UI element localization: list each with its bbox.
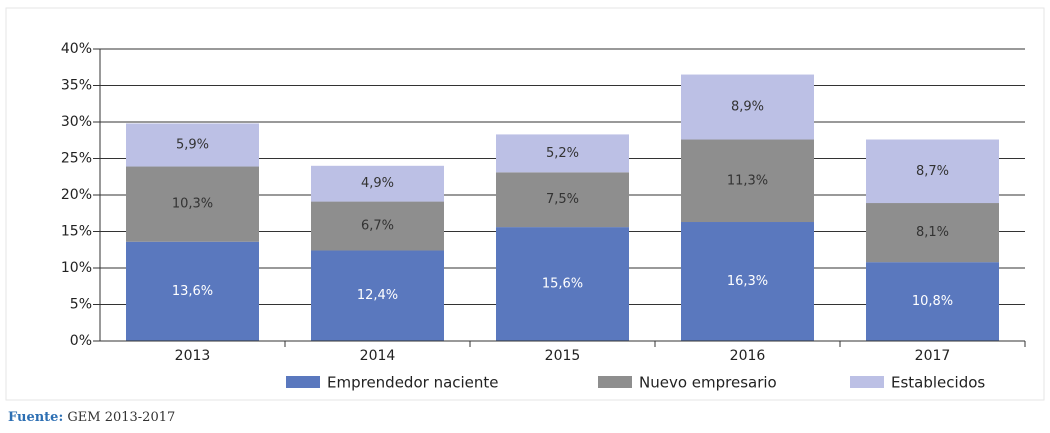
y-tick-label: 20% [61,187,92,203]
data-label: 4,9% [361,176,394,191]
bar-segment [311,250,444,341]
x-tick-label: 2014 [360,348,396,364]
source-label: Fuente: [8,410,63,425]
bar-segment [126,166,259,242]
y-tick-label: 35% [61,78,92,94]
y-tick-label: 30% [61,114,92,130]
bar-segment [681,139,814,223]
chart-frame [5,7,1045,401]
bar-segment [311,201,444,251]
data-label: 5,2% [546,146,579,161]
bar-segment [681,74,814,140]
x-tick-label: 2016 [730,348,766,364]
data-label: 12,4% [357,288,398,303]
legend-label: Nuevo empresario [639,374,777,392]
data-label: 15,6% [542,277,583,292]
source: Fuente: GEM 2013-2017 [8,410,175,425]
x-tick-label: 2015 [545,348,581,364]
legend-swatch [850,376,884,388]
data-label: 16,3% [727,274,768,289]
y-tick-label: 5% [70,297,92,313]
bar-segment [496,134,629,173]
data-label: 10,3% [172,197,213,212]
data-label: 5,9% [176,137,209,152]
bar-segment [126,123,259,167]
data-label: 13,6% [172,284,213,299]
x-tick-label: 2017 [915,348,951,364]
data-label: 8,7% [916,164,949,179]
legend-swatch [286,376,320,388]
legend-label: Establecidos [891,374,985,392]
data-label: 6,7% [361,219,394,234]
data-label: 11,3% [727,173,768,188]
source-text: GEM 2013-2017 [67,410,175,425]
y-tick-label: 40% [61,41,92,57]
y-tick-label: 15% [61,224,92,240]
x-tick-label: 2013 [175,348,211,364]
bar-segment [496,172,629,228]
legend-swatch [598,376,632,388]
bar-segment [866,262,999,341]
y-tick-label: 25% [61,151,92,167]
legend-label: Emprendedor naciente [327,374,499,392]
bar-segment [866,203,999,263]
bar-segment [681,222,814,341]
data-label: 8,9% [731,100,764,115]
bar-segment [311,165,444,202]
data-label: 10,8% [912,294,953,309]
data-label: 8,1% [916,225,949,240]
bar-segment [126,241,259,341]
y-tick-label: 10% [61,260,92,276]
bar-segment [496,227,629,341]
data-label: 7,5% [546,192,579,207]
y-tick-label: 0% [70,333,92,349]
bar-segment [866,139,999,204]
